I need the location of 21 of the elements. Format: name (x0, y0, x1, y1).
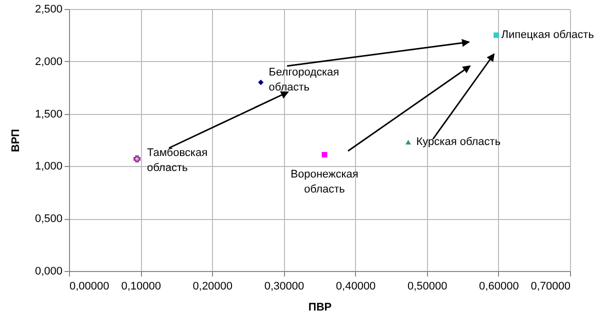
series-label: Тамбовская область (146, 146, 208, 174)
x-tick-label: 0,40000 (336, 280, 376, 292)
x-tick-label: 0,10000 (121, 280, 161, 292)
x-tick-label: 0,00000 (70, 280, 110, 292)
y-tick-label: 2,500 (34, 4, 62, 16)
x-tick-label: 0,70000 (530, 280, 570, 292)
text: Воронежская область (290, 168, 358, 196)
y-tick-label: 0,500 (34, 213, 62, 226)
y-tick-label: 2,000 (34, 56, 62, 68)
y-tick-label: 1,500 (34, 108, 62, 120)
series-label: Белгородская область (268, 66, 340, 94)
y-tick-label: 1,000 (34, 160, 62, 173)
x-tick-label: 0,20000 (192, 280, 233, 292)
series-label: Курская область (416, 136, 501, 148)
y-tick-label: 0,000 (34, 266, 62, 278)
x-tick-label: 0,50000 (407, 280, 448, 292)
x-axis-title: ПВР (308, 302, 332, 314)
x-tick-label: 0,60000 (479, 280, 519, 292)
y-axis-title: ВРП (10, 128, 22, 152)
series-label: Липецкая область (501, 29, 594, 42)
x-tick-label: 0,30000 (264, 280, 304, 292)
